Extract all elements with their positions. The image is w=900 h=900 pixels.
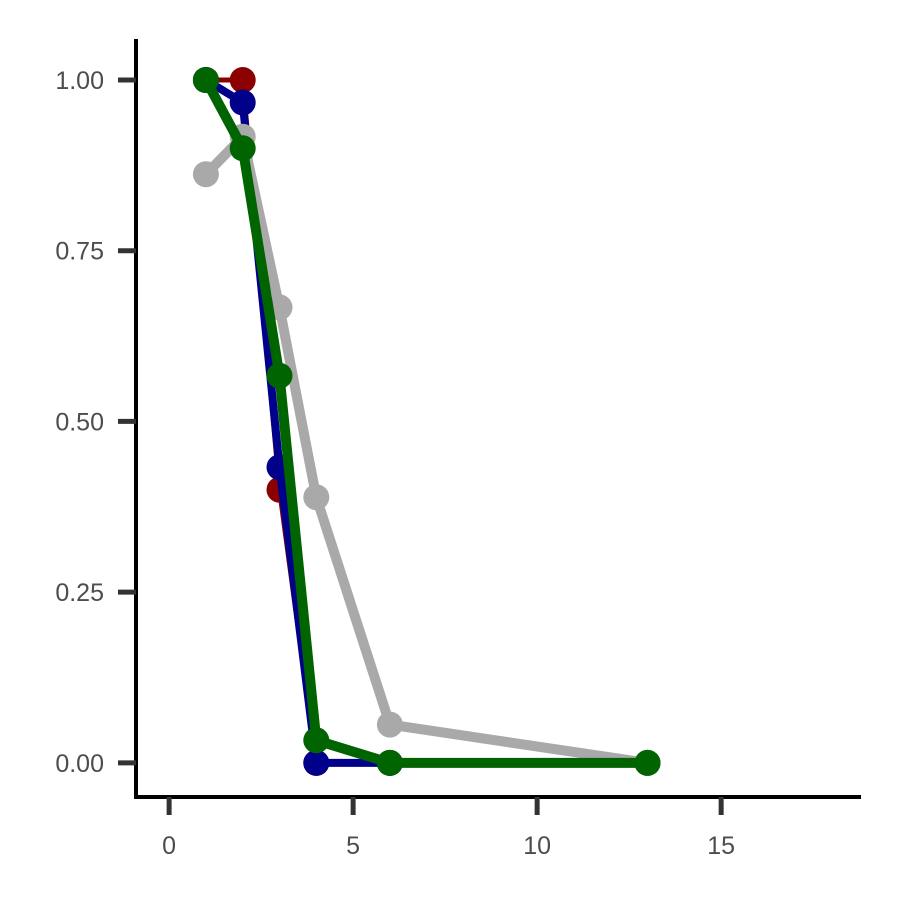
series-4-point	[192, 67, 219, 93]
series-4-point	[376, 749, 403, 776]
series-3-point	[192, 161, 219, 188]
series-3-point	[376, 711, 403, 738]
series-2	[192, 67, 661, 776]
series-2-point	[303, 749, 330, 776]
series-3-point	[303, 484, 330, 511]
y-tick-label: 0.50	[55, 408, 104, 436]
series-4-point	[303, 727, 330, 754]
series-4-point	[229, 135, 256, 162]
series-3-line	[200, 131, 653, 768]
y-tick-label: 0.25	[55, 579, 104, 607]
series-1	[192, 67, 661, 776]
series-4-point	[266, 362, 293, 389]
y-tick-label: 1.00	[55, 67, 104, 95]
series-layer	[192, 67, 661, 776]
y-tick-label: 0.00	[55, 750, 104, 778]
x-tick-label: 10	[523, 832, 551, 860]
series-2-point	[229, 89, 256, 116]
x-tick-label: 5	[346, 832, 360, 860]
series-1-point	[229, 67, 256, 93]
series-2-line	[201, 76, 652, 767]
y-tick-label: 0.75	[55, 238, 104, 266]
series-4	[192, 67, 661, 776]
series-4-point	[634, 749, 661, 776]
x-tick-label: 15	[707, 832, 735, 860]
axes-layer: 0.00 0.25 0.50 0.75 1.00 0 5 10 15	[55, 39, 861, 860]
x-tick-label: 0	[162, 832, 176, 860]
series-3	[192, 123, 661, 776]
